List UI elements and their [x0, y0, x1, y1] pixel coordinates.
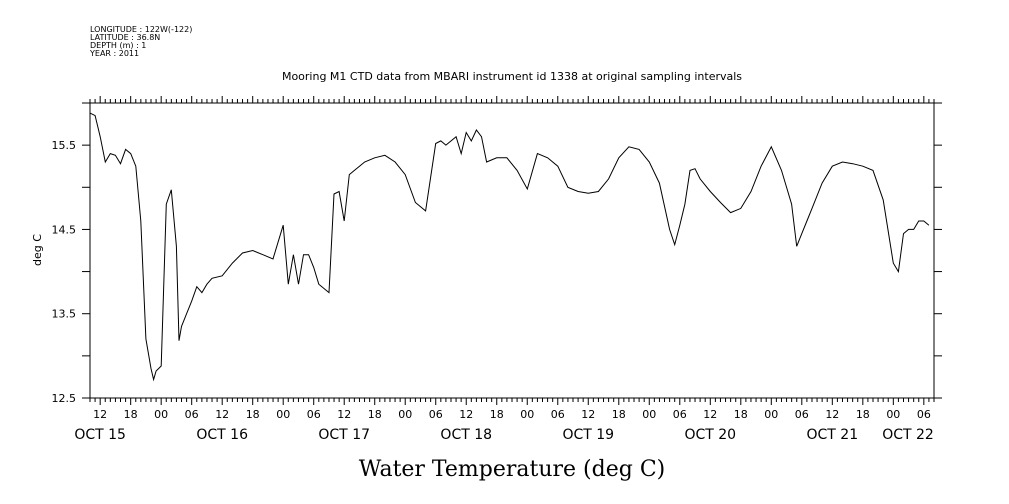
day-label: OCT 20 — [684, 427, 736, 443]
y-tick-label: 14.5 — [52, 223, 77, 236]
x-tick-labels: 12 18 00 06 12 18 00 06 12 18 00 06 12 18 00 06 12 18 00 06… — [93, 408, 931, 421]
meta-depth: DEPTH (m) : 1 — [90, 41, 146, 50]
x-tick-label: 12 — [459, 408, 473, 421]
x-tick-label: 06 — [185, 408, 199, 421]
x-tick-label: 06 — [917, 408, 931, 421]
x-tick-label: 06 — [795, 408, 809, 421]
y-tick-label: 13.5 — [52, 308, 77, 321]
day-label: OCT 17 — [318, 427, 370, 443]
y-axis-label: deg C — [31, 234, 44, 266]
day-label: OCT 19 — [562, 427, 614, 443]
x-tick-label: 00 — [764, 408, 778, 421]
x-tick-label: 12 — [581, 408, 595, 421]
x-tick-label: 12 — [337, 408, 351, 421]
y-tick-label: 12.5 — [52, 392, 77, 405]
meta-longitude: LONGITUDE : 122W(-122) — [90, 25, 192, 34]
x-axis-label: Water Temperature (deg C) — [359, 457, 666, 482]
x-tick-label: 18 — [124, 408, 138, 421]
series-line — [89, 112, 930, 382]
ticks-layer — [82, 96, 942, 405]
x-tick-label: 18 — [368, 408, 382, 421]
x-tick-label: 00 — [642, 408, 656, 421]
x-tick-label: 18 — [734, 408, 748, 421]
metadata-block: LONGITUDE : 122W(-122) LATITUDE : 36.8N … — [89, 25, 192, 58]
x-tick-label: 12 — [93, 408, 107, 421]
x-tick-label: 18 — [856, 408, 870, 421]
x-tick-label: 12 — [825, 408, 839, 421]
x-tick-label: 06 — [429, 408, 443, 421]
day-label: OCT 21 — [807, 427, 859, 443]
y-tick-labels: 12.5 13.5 14.5 15.5 — [52, 139, 77, 405]
x-tick-label: 18 — [246, 408, 260, 421]
x-tick-label: 06 — [307, 408, 321, 421]
x-tick-label: 00 — [154, 408, 168, 421]
x-tick-label: 06 — [551, 408, 565, 421]
day-label: OCT 18 — [440, 427, 492, 443]
x-tick-label: 06 — [673, 408, 687, 421]
day-label: OCT 22 — [882, 427, 934, 443]
chart-title: Mooring M1 CTD data from MBARI instrumen… — [282, 70, 742, 83]
x-tick-label: 00 — [886, 408, 900, 421]
x-tick-label: 00 — [398, 408, 412, 421]
x-tick-label: 18 — [612, 408, 626, 421]
x-tick-label: 00 — [520, 408, 534, 421]
y-tick-label: 15.5 — [52, 139, 77, 152]
plot-frame — [89, 102, 935, 399]
x-tick-label: 12 — [215, 408, 229, 421]
day-label: OCT 15 — [74, 427, 126, 443]
meta-year: YEAR : 2011 — [89, 49, 139, 58]
day-labels: OCT 15 OCT 16 OCT 17 OCT 18 OCT 19 OCT 20 OCT … — [74, 427, 933, 443]
day-label: OCT 16 — [196, 427, 248, 443]
meta-latitude: LATITUDE : 36.8N — [90, 33, 160, 42]
x-tick-label: 12 — [703, 408, 717, 421]
x-tick-label: 00 — [276, 408, 290, 421]
x-tick-label: 18 — [490, 408, 504, 421]
